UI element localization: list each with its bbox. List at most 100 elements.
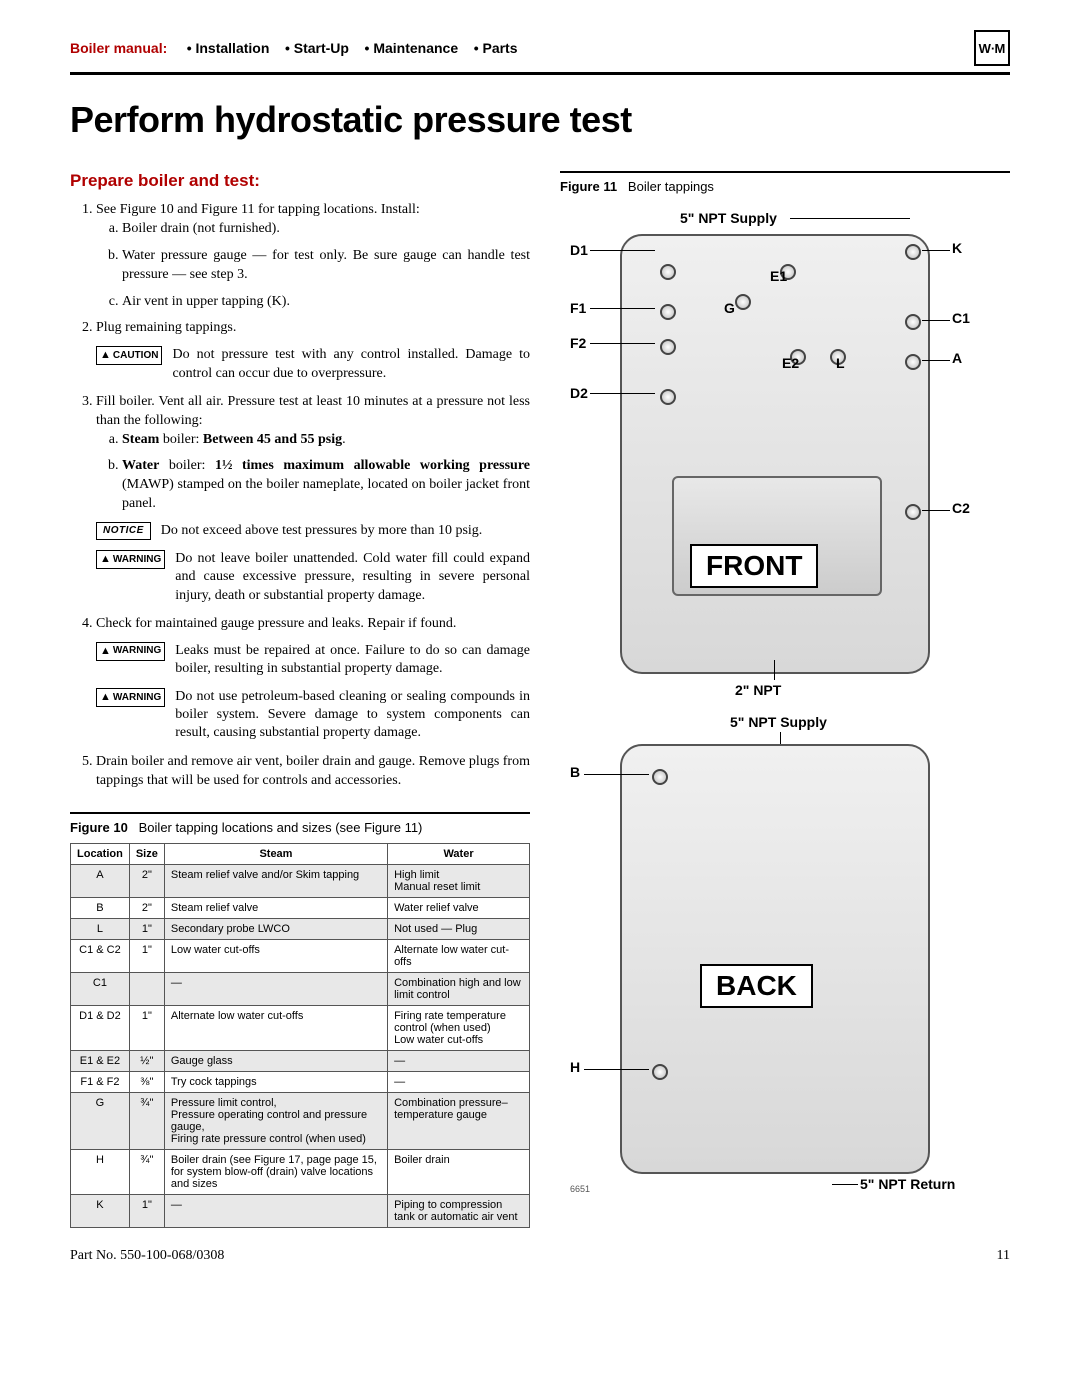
breadcrumb-item: • Installation xyxy=(187,40,270,56)
port-c1 xyxy=(905,314,921,330)
port-g xyxy=(735,294,751,310)
cell-water: Combination high and low limit control xyxy=(388,973,530,1006)
pin-label: C1 xyxy=(952,310,970,326)
right-column: Figure 11 Boiler tappings 5" NPT Supply xyxy=(560,171,1010,1228)
port-b xyxy=(652,769,668,785)
cell-steam: — xyxy=(164,973,387,1006)
cell-steam: Boiler drain (see Figure 17, page page 1… xyxy=(164,1150,387,1195)
supply-label-back: 5" NPT Supply xyxy=(730,714,827,730)
port-d1 xyxy=(660,264,676,280)
cell-steam: Alternate low water cut-offs xyxy=(164,1006,387,1051)
caution-badge: ▲CAUTION xyxy=(96,346,162,365)
caution-callout: ▲CAUTION Do not pressure test with any c… xyxy=(96,346,530,382)
cell-water: Not used — Plug xyxy=(388,919,530,940)
cell-water: Alternate low water cut-offs xyxy=(388,940,530,973)
pin-label: G xyxy=(724,300,735,316)
cell-location: F1 & F2 xyxy=(71,1072,130,1093)
cell-location: L xyxy=(71,919,130,940)
warning-text-2: Leaks must be repaired at once. Failure … xyxy=(175,642,530,678)
pin-label: E2 xyxy=(782,355,799,371)
figure-11-num: Figure 11 xyxy=(560,179,617,194)
step-1a: Boiler drain (not furnished). xyxy=(122,220,530,239)
logo-text: W∙M xyxy=(979,41,1006,56)
port-c2 xyxy=(905,504,921,520)
pin-label: K xyxy=(952,240,962,256)
warning-callout-3: ▲WARNING Do not use petroleum-based clea… xyxy=(96,688,530,743)
cell-size: 2" xyxy=(129,898,164,919)
cell-size: 1" xyxy=(129,940,164,973)
cell-location: H xyxy=(71,1150,130,1195)
cell-size: ¾" xyxy=(129,1150,164,1195)
cell-size: ¾" xyxy=(129,1093,164,1150)
warning-text-3: Do not use petroleum-based cleaning or s… xyxy=(175,688,530,743)
section-heading: Prepare boiler and test: xyxy=(70,171,530,191)
cell-location: B xyxy=(71,898,130,919)
pin-label: E1 xyxy=(770,268,787,284)
port-d2 xyxy=(660,389,676,405)
step-1b: Water pressure gauge — for test only. Be… xyxy=(122,247,530,285)
pin-label: D1 xyxy=(570,242,588,258)
breadcrumb-item: • Maintenance xyxy=(365,40,459,56)
breadcrumb-item: • Parts xyxy=(474,40,518,56)
step-2: Plug remaining tappings. xyxy=(96,319,530,338)
table-row: C1 —Combination high and low limit contro… xyxy=(71,973,530,1006)
cell-location: D1 & D2 xyxy=(71,1006,130,1051)
cell-steam: — xyxy=(164,1195,387,1228)
page-number: 11 xyxy=(997,1248,1010,1264)
cell-water: Piping to compression tank or automatic … xyxy=(388,1195,530,1228)
cell-size: 2" xyxy=(129,865,164,898)
warning-badge: ▲WARNING xyxy=(96,688,165,707)
warning-callout-2: ▲WARNING Leaks must be repaired at once.… xyxy=(96,642,530,678)
step-3b: Water boiler: 1½ times maximum allowable… xyxy=(122,457,530,514)
boiler-front-diagram: 5" NPT Supply D1 F1 F2 D2 G xyxy=(560,204,1010,704)
cell-size: ⅜" xyxy=(129,1072,164,1093)
warning-badge: ▲WARNING xyxy=(96,642,165,661)
figure-10-num: Figure 10 xyxy=(70,820,128,835)
boiler-front-body xyxy=(620,234,930,674)
notice-text: Do not exceed above test pressures by mo… xyxy=(161,522,483,540)
table-header: Location xyxy=(71,844,130,865)
table-header: Steam xyxy=(164,844,387,865)
port-a xyxy=(905,354,921,370)
table-row: F1 & F2⅜"Try cock tappings— xyxy=(71,1072,530,1093)
warning-callout-1: ▲WARNING Do not leave boiler unattended.… xyxy=(96,550,530,605)
figure-11-title: Boiler tappings xyxy=(628,179,714,194)
port-h xyxy=(652,1064,668,1080)
cell-water: High limit Manual reset limit xyxy=(388,865,530,898)
step-3-text: Fill boiler. Vent all air. Pressure test… xyxy=(96,394,530,428)
cell-location: K xyxy=(71,1195,130,1228)
cell-steam: Low water cut-offs xyxy=(164,940,387,973)
return-label: 5" NPT Return xyxy=(860,1176,955,1192)
back-label: BACK xyxy=(700,964,813,1008)
cell-steam: Pressure limit control, Pressure operati… xyxy=(164,1093,387,1150)
boiler-back-diagram: 5" NPT Supply B H BACK 5" NPT Return 665… xyxy=(560,714,1010,1204)
brand-logo: W∙M xyxy=(974,30,1010,66)
pin-label: B xyxy=(570,764,580,780)
page-footer: Part No. 550-100-068/0308 11 xyxy=(70,1248,1010,1264)
warning-badge: ▲WARNING xyxy=(96,550,165,569)
part-number: Part No. 550-100-068/0308 xyxy=(70,1248,224,1264)
table-row: L1"Secondary probe LWCONot used — Plug xyxy=(71,919,530,940)
port-f1 xyxy=(660,304,676,320)
figure-10-title: Boiler tapping locations and sizes (see … xyxy=(139,820,423,835)
pin-label: L xyxy=(836,355,845,371)
table-row: G¾"Pressure limit control, Pressure oper… xyxy=(71,1093,530,1150)
notice-callout: NOTICE Do not exceed above test pressure… xyxy=(96,522,530,540)
pin-label: F2 xyxy=(570,335,586,351)
cell-steam: Secondary probe LWCO xyxy=(164,919,387,940)
table-row: B2"Steam relief valveWater relief valve xyxy=(71,898,530,919)
caution-text: Do not pressure test with any control in… xyxy=(172,346,530,382)
pin-label: A xyxy=(952,350,962,366)
breadcrumb: Boiler manual: • Installation • Start-Up… xyxy=(70,40,518,56)
cell-location: C1 & C2 xyxy=(71,940,130,973)
tappings-table: Location Size Steam Water A2"Steam relie… xyxy=(70,843,530,1228)
figure-code: 6651 xyxy=(570,1184,590,1194)
left-column: Prepare boiler and test: See Figure 10 a… xyxy=(70,171,530,1228)
warning-text-1: Do not leave boiler unattended. Cold wat… xyxy=(175,550,530,605)
header-rule xyxy=(70,72,1010,75)
cell-water: Combination pressure–temperature gauge xyxy=(388,1093,530,1150)
figure-11-caption: Figure 11 Boiler tappings xyxy=(560,179,1010,194)
cell-location: C1 xyxy=(71,973,130,1006)
page-title: Perform hydrostatic pressure test xyxy=(70,99,1010,141)
page-header: Boiler manual: • Installation • Start-Up… xyxy=(70,30,1010,75)
